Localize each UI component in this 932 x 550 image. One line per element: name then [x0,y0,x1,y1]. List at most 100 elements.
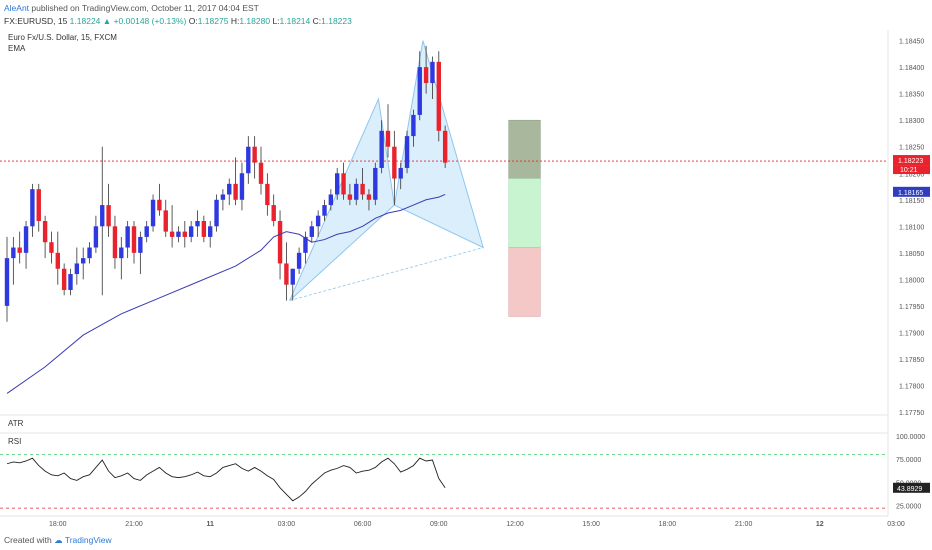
candle-body [55,252,60,269]
price-axis-bg [888,30,932,516]
candle-body [214,199,219,227]
ema-price-label: 1.18165 [898,190,923,197]
symbol-name[interactable]: FX:EURUSD, 15 [4,16,68,26]
candle-body [227,183,232,195]
price-tick-label: 1.18400 [899,65,924,72]
chart-header: AleAnt published on TradingView.com, Oct… [0,0,932,30]
price-tick-label: 1.18300 [899,118,924,125]
candle-body [4,258,10,306]
rsi-last-label: 43.8929 [897,486,922,493]
price-tick-label: 1.17900 [899,330,924,337]
candle-body [258,162,264,184]
price-tick-label: 1.18000 [899,277,924,284]
low-value: 1.18214 [279,16,311,26]
candle-body [195,221,200,227]
candle-body [335,173,340,195]
candle-body [36,189,41,221]
footer: Created with ☁ TradingView [4,535,112,546]
position-stop-zone[interactable] [508,247,541,317]
candle-body [379,130,384,168]
candle-body [442,130,448,163]
low-label: L: [272,16,280,26]
candle-body [106,205,111,227]
candle-body [87,247,92,259]
price-tick-label: 1.18250 [899,145,924,152]
candle-body [61,268,67,290]
candle-body [81,258,86,264]
time-tick-label: 03:00 [887,521,905,528]
candle-body [42,221,48,243]
symbol-line: FX:EURUSD, 15 1.18224 ▲ +0.00148 (+0.13%… [4,16,352,26]
ema-indicator-label: EMA [8,44,26,53]
candle-body [360,183,365,195]
pattern-triangle-xab[interactable] [289,97,395,301]
up-arrow-icon: ▲ [102,16,112,26]
candle-body [322,205,327,216]
tradingview-logo-icon: ☁ [54,535,63,545]
candle-body [303,236,308,253]
candle-body [239,173,245,200]
chart-title: Euro Fx/U.S. Dollar, 15, FXCM [8,33,117,42]
candle-body [17,247,22,253]
candle-body [271,205,276,221]
candle-body [208,226,213,237]
candle-body [436,61,441,131]
candle-body [284,263,289,285]
candle-body [246,146,251,174]
candle-body [404,136,410,168]
rsi-tick-label: 25.0000 [896,503,921,510]
price-tick-label: 1.17950 [899,304,924,311]
last-price: 1.18224 [69,16,101,26]
price-tick-label: 1.18100 [899,224,924,231]
price-tick-label: 1.18050 [899,251,924,258]
candle-body [131,226,137,253]
price-tick-label: 1.18350 [899,92,924,99]
candle-body [201,221,207,237]
ema-price-badge [893,186,930,197]
candle-body [169,231,175,237]
candle-body [417,67,422,115]
current-price-label: 1.18223 [898,158,923,165]
price-tick-label: 1.17750 [899,410,924,417]
candle-body [163,210,168,232]
rsi-tick-label: 75.0000 [896,457,921,464]
position-target-zone[interactable] [508,178,541,248]
high-value: 1.18280 [239,16,271,26]
pattern-triangle-bcd[interactable] [393,40,485,249]
candle-body [296,252,302,269]
candle-body [341,173,346,195]
candle-body [373,167,378,200]
ema-line [6,194,446,394]
price-tick-label: 1.18150 [899,198,924,205]
candle-body [182,231,187,237]
rsi-tick-label: 100.0000 [896,434,925,441]
time-tick-label: 12 [816,521,824,528]
time-tick-label: 21:00 [735,521,753,528]
publish-line: AleAnt published on TradingView.com, Oct… [4,3,259,13]
candle-body [430,61,435,84]
candle-body [119,247,124,259]
current-price-badge [893,155,930,166]
candle-body [252,146,257,163]
tradingview-link[interactable]: TradingView [64,535,112,545]
time-tick-label: 09:00 [430,521,448,528]
candle-body [423,67,429,84]
candle-body [68,274,73,290]
candle-body [100,205,105,227]
price-change: +0.00148 (+0.13%) [113,16,187,26]
candle-body [309,226,314,237]
candle-body [157,199,162,211]
candle-body [315,215,321,227]
position-entry-zone[interactable] [508,119,541,179]
price-tick-label: 1.17850 [899,357,924,364]
candle-body [138,236,143,253]
candle-body [354,183,359,200]
candle-body [290,268,295,285]
candle-body [23,226,29,253]
candle-body [385,130,391,147]
pattern-xd-line [289,247,484,301]
author-link[interactable]: AleAnt [4,3,30,13]
price-tick-label: 1.18200 [899,171,924,178]
rsi-last-badge [893,482,930,493]
